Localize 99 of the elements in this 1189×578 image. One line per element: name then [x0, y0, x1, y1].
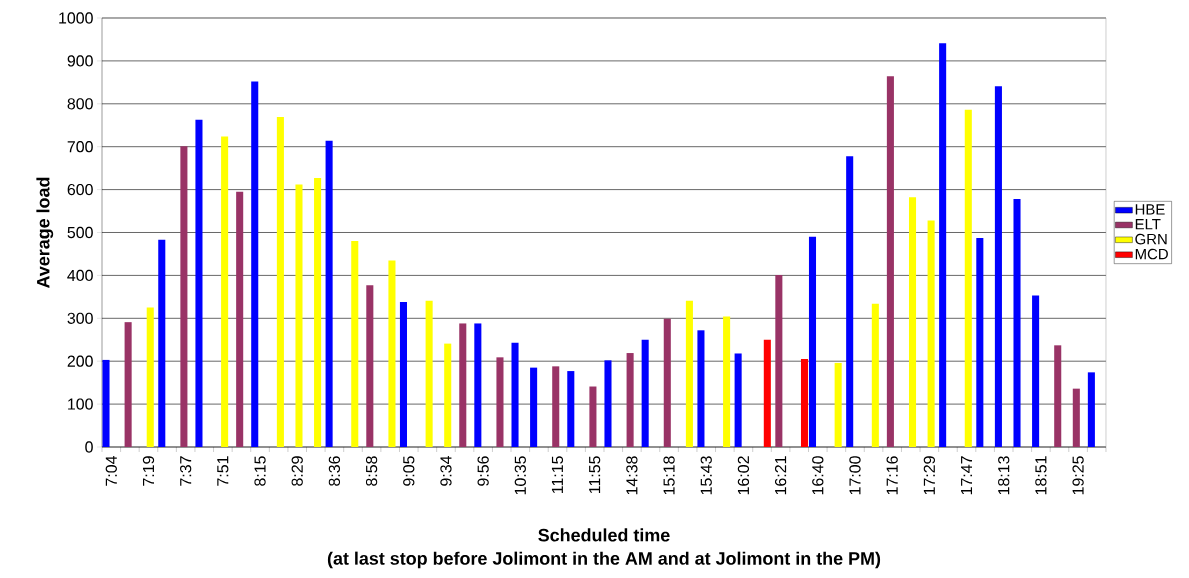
legend-label: GRN: [1135, 233, 1167, 245]
bar: [158, 239, 166, 447]
bar: [871, 303, 879, 447]
y-tick-label: 0: [85, 441, 93, 453]
y-tick-label: 1000: [59, 12, 93, 24]
x-tick-label: 8:15: [254, 456, 266, 486]
bar: [399, 302, 407, 447]
x-tick-label: 15:18: [663, 456, 675, 495]
bar: [366, 285, 374, 447]
bar: [663, 318, 671, 447]
bar: [734, 353, 742, 447]
x-tick-label: 17:29: [923, 456, 935, 495]
x-tick-label: 17:16: [886, 456, 898, 495]
x-tick-label: 11:15: [551, 456, 564, 494]
bar: [939, 43, 947, 447]
bar: [697, 330, 705, 447]
x-tick-label: 10:35: [514, 456, 526, 495]
x-tick-label: 9:34: [440, 456, 452, 486]
bar: [808, 236, 817, 447]
bar: [834, 362, 842, 447]
bar: [846, 156, 854, 447]
x-tick-label: 16:02: [737, 456, 750, 495]
bar: [195, 119, 203, 447]
bar: [444, 343, 452, 447]
bar: [325, 140, 333, 447]
y-tick-label: 900: [67, 55, 93, 67]
bar: [295, 184, 303, 447]
x-tick-label: 17:00: [849, 456, 861, 495]
y-tick-label: 300: [67, 312, 93, 324]
bar: [1032, 295, 1040, 447]
bar: [251, 81, 259, 447]
bar: [221, 136, 229, 447]
bar: [641, 339, 649, 447]
legend-label: HBE: [1135, 204, 1165, 215]
x-tick-label: 16:40: [812, 456, 824, 495]
x-tick-label: 7:51: [217, 456, 229, 486]
bar: [976, 238, 984, 447]
x-tick-label: 7:37: [180, 456, 192, 486]
x-tick-label: 14:38: [626, 456, 638, 495]
bar: [763, 339, 771, 447]
x-tick-label: 11:55: [589, 456, 601, 494]
bar: [388, 260, 396, 447]
legend-label: MCD: [1135, 248, 1168, 260]
x-tick-label: 7:19: [142, 456, 155, 486]
bar: [908, 197, 917, 447]
bar: [927, 220, 935, 447]
bar: [1087, 372, 1095, 447]
bar: [775, 274, 783, 447]
y-tick-label: 800: [67, 98, 93, 110]
x-tick-label: 8:36: [328, 456, 341, 486]
x-tick-label: 18:51: [1035, 456, 1047, 495]
x-tick-label: 19:25: [1072, 456, 1084, 495]
bar: [351, 241, 359, 447]
bar: [314, 178, 322, 447]
x-axis-title: Scheduled time: [538, 528, 670, 542]
bar: [102, 359, 110, 447]
y-tick-label: 500: [67, 226, 93, 239]
bar: [530, 367, 538, 447]
x-tick-label: 15:43: [700, 456, 712, 495]
bar: [236, 191, 244, 447]
x-tick-label: 18:13: [998, 456, 1010, 495]
bar: [604, 360, 612, 447]
bar: [552, 366, 560, 447]
bar: [124, 322, 132, 447]
x-tick-label: 8:29: [291, 456, 303, 486]
y-tick-label: 100: [68, 398, 93, 410]
y-tick-label: 400: [67, 269, 93, 282]
text: (at last stop before Jolimont in the AM and at Jolimont in the PM): [327, 551, 881, 569]
y-tick-label: 700: [67, 141, 93, 153]
bar: [459, 323, 467, 447]
x-tick-label: 17:47: [961, 456, 973, 495]
bar: [800, 359, 809, 447]
bar: [511, 342, 519, 447]
bar: [886, 76, 894, 447]
bar: [496, 357, 504, 447]
y-tick-label: 200: [67, 355, 93, 367]
bar: [180, 146, 188, 447]
bar: [994, 86, 1002, 447]
bar: [567, 371, 575, 447]
y-tick-label: 600: [67, 183, 93, 196]
bar: [1054, 345, 1062, 447]
x-tick-label: 8:58: [365, 456, 378, 486]
bar: [685, 300, 693, 447]
bar: [589, 386, 597, 447]
bar: [276, 117, 284, 447]
bar: [626, 353, 634, 447]
bar: [964, 109, 972, 447]
bar: [723, 316, 731, 447]
bar: [146, 307, 154, 447]
bar: [1072, 388, 1080, 447]
x-tick-label: 9:56: [477, 456, 489, 486]
x-tick-label: 9:05: [403, 456, 415, 486]
bar: [474, 323, 482, 447]
y-axis-title: Average load: [36, 177, 54, 289]
x-tick-label: 16:21: [774, 456, 787, 495]
legend-label: ELT: [1135, 219, 1161, 230]
bar: [425, 300, 433, 447]
x-tick-label: 7:04: [105, 456, 117, 486]
bar: [1013, 199, 1021, 447]
